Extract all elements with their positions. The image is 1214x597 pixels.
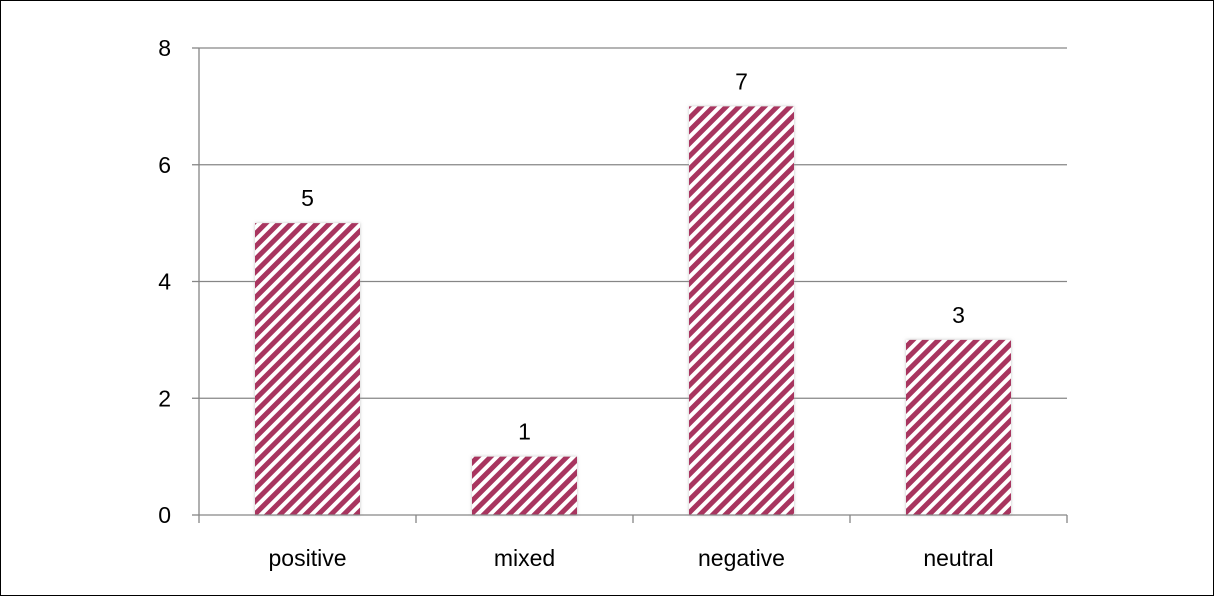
- data-label: 7: [735, 68, 748, 94]
- x-category-label: positive: [269, 545, 347, 571]
- bar-mixed: [472, 456, 577, 515]
- bar-neutral: [906, 339, 1011, 515]
- bar-negative: [689, 106, 794, 515]
- x-category-label: neutral: [923, 545, 993, 571]
- axes: [192, 47, 1068, 523]
- y-tick-label: 2: [158, 385, 171, 411]
- data-label: 3: [952, 302, 965, 328]
- y-tick-label: 8: [158, 35, 171, 61]
- y-tick-label: 6: [158, 152, 171, 178]
- bars: [255, 106, 1011, 515]
- data-label: 1: [518, 419, 531, 445]
- labels: 0 2 4 6 8 5 positive 1 mixed 7 negative 3 neutral: [158, 35, 993, 571]
- data-label: 5: [301, 185, 314, 211]
- y-tick-label: 0: [158, 502, 171, 528]
- x-category-label: negative: [698, 545, 785, 571]
- y-tick-label: 4: [158, 269, 171, 295]
- bar-positive: [255, 223, 360, 515]
- x-category-label: mixed: [494, 545, 555, 571]
